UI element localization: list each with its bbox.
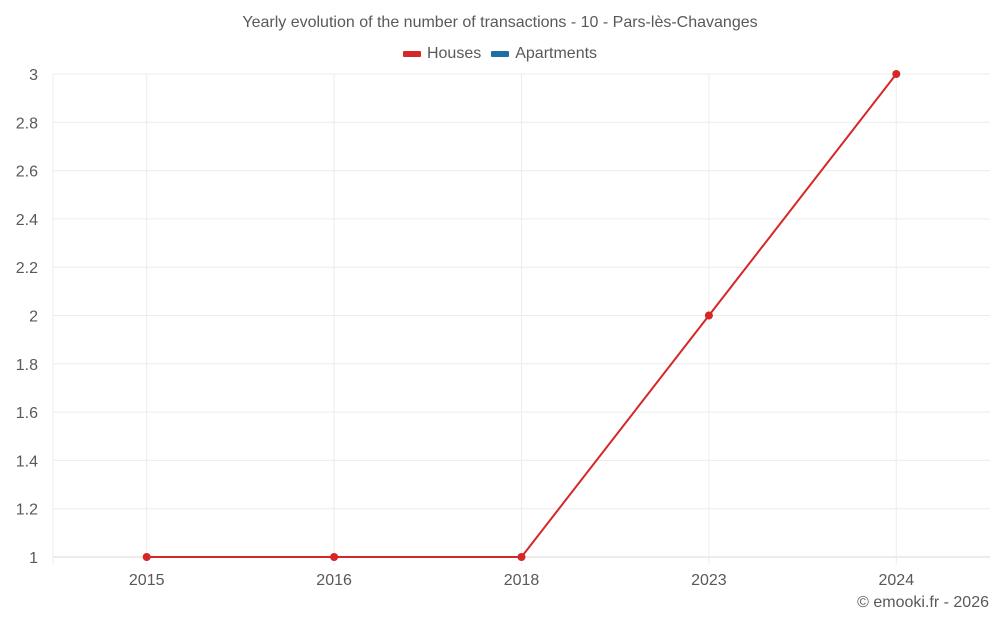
data-point[interactable] bbox=[517, 553, 526, 561]
data-point[interactable] bbox=[142, 553, 151, 561]
y-tick-label: 1 bbox=[29, 550, 38, 567]
x-tick-label: 2016 bbox=[316, 572, 352, 589]
y-tick-label: 1.6 bbox=[16, 405, 38, 422]
chart-title: Yearly evolution of the number of transa… bbox=[242, 14, 758, 31]
y-tick-label: 2.4 bbox=[16, 212, 38, 229]
apartments-swatch-icon bbox=[491, 51, 510, 57]
chart-legend: Houses Apartments bbox=[0, 45, 1000, 63]
x-tick-label: 2018 bbox=[504, 572, 540, 589]
credit-text: © emooki.fr - 2026 bbox=[857, 594, 989, 611]
x-tick-label: 2023 bbox=[691, 572, 727, 589]
y-tick-label: 2.2 bbox=[16, 260, 38, 277]
data-point[interactable] bbox=[704, 311, 713, 320]
y-tick-label: 2.6 bbox=[16, 164, 38, 181]
y-tick-label: 2 bbox=[29, 309, 38, 326]
legend-item-apartments[interactable]: Apartments bbox=[491, 45, 597, 63]
x-tick-label: 2015 bbox=[129, 572, 165, 589]
y-tick-label: 3 bbox=[29, 67, 38, 84]
data-point[interactable] bbox=[330, 553, 339, 561]
legend-label-houses: Houses bbox=[426, 45, 482, 62]
y-tick-label: 1.2 bbox=[16, 502, 38, 519]
data-point[interactable] bbox=[892, 70, 901, 78]
legend-label-apartments: Apartments bbox=[515, 45, 598, 62]
y-tick-label: 1.4 bbox=[16, 453, 38, 470]
y-tick-label: 1.8 bbox=[16, 357, 38, 374]
y-tick-label: 2.8 bbox=[16, 115, 38, 132]
legend-item-houses[interactable]: Houses bbox=[402, 45, 482, 63]
houses-swatch-icon bbox=[402, 51, 421, 57]
x-tick-label: 2024 bbox=[879, 572, 915, 589]
